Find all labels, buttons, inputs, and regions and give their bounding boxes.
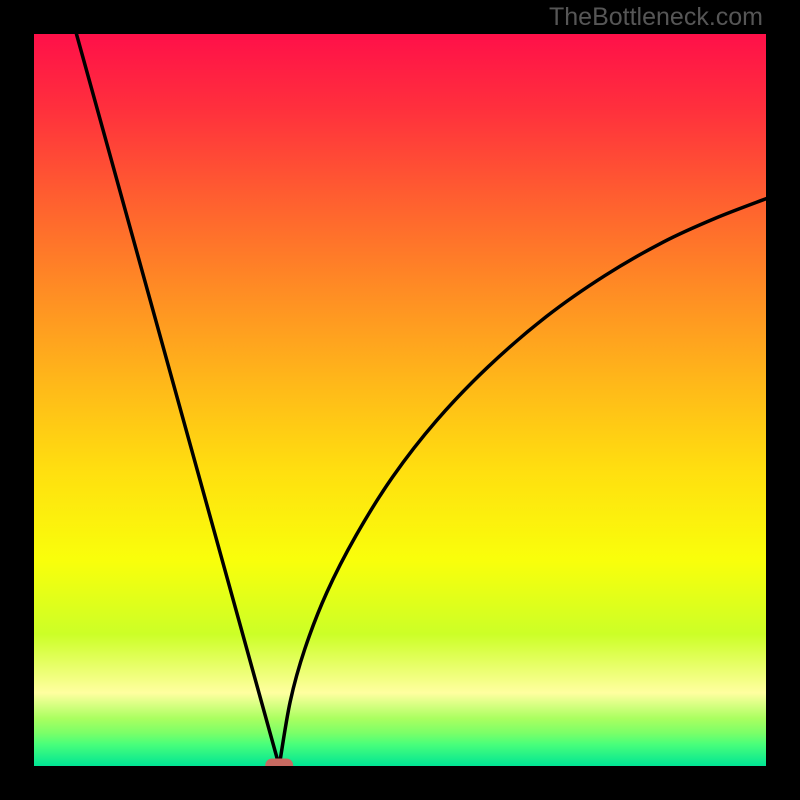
plot-area bbox=[34, 34, 766, 766]
watermark: TheBottleneck.com bbox=[549, 3, 763, 32]
bottleneck-curve bbox=[76, 34, 766, 766]
curve-layer bbox=[34, 34, 766, 766]
nadir-marker bbox=[265, 759, 293, 767]
chart-canvas: TheBottleneck.com bbox=[0, 0, 800, 800]
